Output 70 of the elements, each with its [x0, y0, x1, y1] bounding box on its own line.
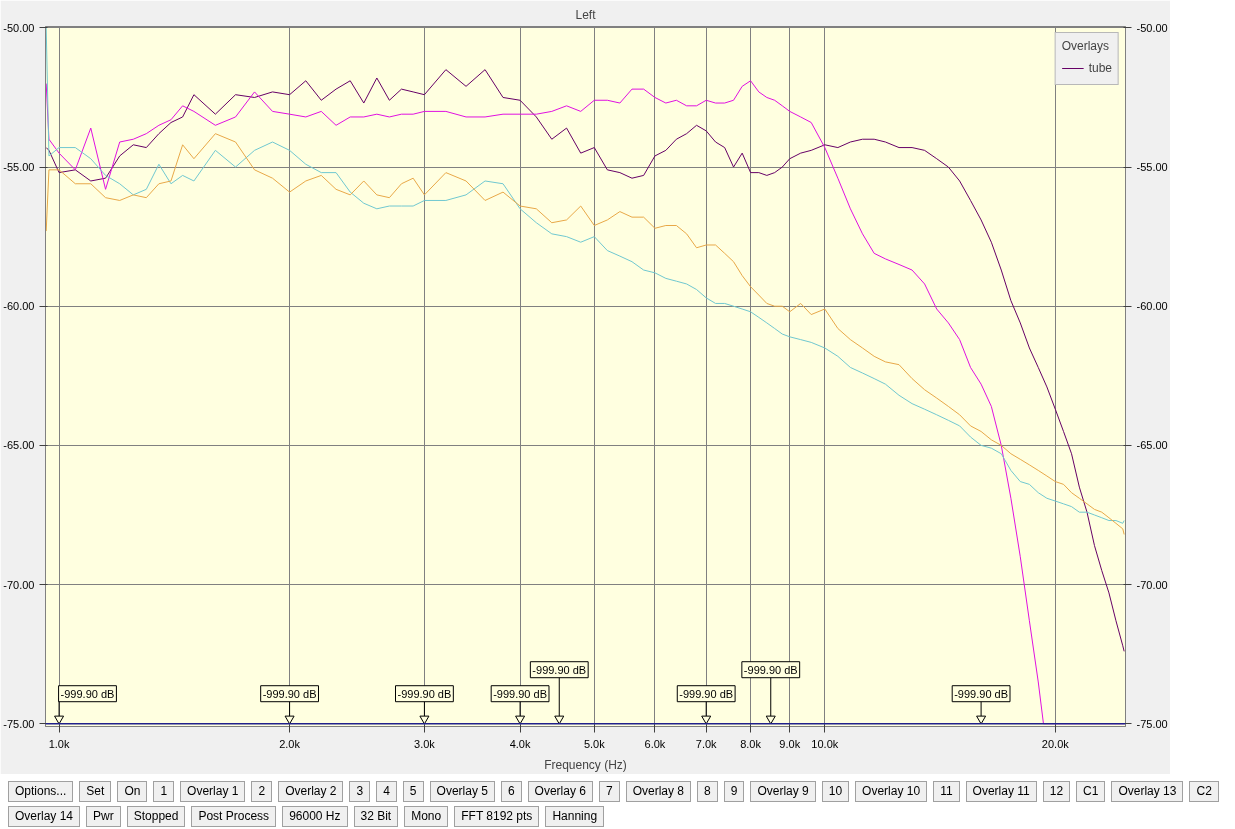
text: Set — [79, 781, 112, 803]
annotation: -999.90 dB — [397, 687, 452, 700]
text: 6 — [500, 781, 522, 803]
text: Overlay 13 — [1111, 781, 1184, 803]
y-tick-label: -50.00 — [3, 21, 35, 34]
chart-title: Left — [575, 7, 597, 22]
text: 96000 Hz — [282, 806, 348, 828]
annotation: -999.90 dB — [262, 687, 317, 700]
text: 4 — [376, 781, 397, 803]
text: FFT 8192 pts — [454, 806, 540, 828]
text: Pwr — [86, 806, 121, 828]
text: Overlay 5 — [429, 781, 495, 803]
x-tick-label: 5.0k — [583, 737, 606, 750]
text: 10 — [821, 781, 850, 803]
y2-tick-label: -60.00 — [1136, 300, 1168, 313]
text: Hanning — [545, 806, 605, 828]
text: Overlay 14 — [8, 806, 81, 828]
text: C1 — [1076, 781, 1106, 803]
y2-tick-label: -65.00 — [1136, 439, 1168, 452]
text: 32 Bit — [353, 806, 399, 828]
annotation: -999.90 dB — [493, 687, 548, 700]
text: Overlay 6 — [527, 781, 593, 803]
text: 1 — [153, 781, 175, 803]
annotation: -999.90 dB — [743, 663, 798, 676]
text: 7 — [598, 781, 620, 803]
y-tick-label: -70.00 — [3, 578, 35, 591]
x-tick-label: 8.0k — [740, 737, 762, 750]
text: Overlay 11 — [965, 781, 1037, 803]
text: 8 — [697, 781, 718, 803]
text: Post Process — [191, 806, 277, 828]
text: Stopped — [126, 806, 186, 828]
x-tick-label: 9.0k — [779, 737, 801, 750]
text: Overlay 1 — [180, 781, 246, 803]
x-tick-label: 10.0k — [811, 737, 839, 750]
text: 9 — [723, 781, 745, 803]
text: 11 — [933, 781, 960, 803]
text: Overlay 8 — [625, 781, 691, 803]
annotation: -999.90 dB — [60, 687, 115, 700]
x-tick-label: 2.0k — [279, 737, 301, 750]
annotation: -999.90 dB — [954, 687, 1009, 700]
text: 2 — [251, 781, 273, 803]
annotation: -999.90 dB — [679, 687, 734, 700]
y2-tick-label: -70.00 — [1136, 578, 1168, 591]
x-tick-label: 20.0k — [1041, 737, 1070, 750]
text: Mono — [404, 806, 449, 828]
y-tick-label: -60.00 — [3, 300, 35, 313]
text: Overlay 10 — [855, 781, 928, 803]
y2-tick-label: -75.00 — [1136, 717, 1168, 730]
legend-title: Overlays — [1061, 39, 1110, 53]
text: 3 — [349, 781, 371, 803]
text: 12 — [1042, 781, 1071, 803]
y2-tick-label: -50.00 — [1136, 21, 1168, 34]
y-tick-label: -55.00 — [3, 161, 35, 174]
text: Overlay 2 — [278, 781, 344, 803]
x-tick-label: 7.0k — [695, 737, 718, 750]
x-tick-label: 4.0k — [509, 737, 531, 750]
x-axis-title: Frequency (Hz) — [544, 757, 627, 772]
y-tick-label: -75.00 — [3, 717, 35, 730]
text: C2 — [1189, 781, 1219, 803]
annotation: -999.90 dB — [532, 663, 587, 676]
text: On — [117, 781, 148, 803]
x-tick-label: 3.0k — [414, 737, 436, 750]
y-tick-label: -65.00 — [3, 439, 35, 452]
legend-label: tube — [1088, 61, 1112, 75]
x-tick-label: 6.0k — [644, 737, 666, 750]
y2-tick-label: -55.00 — [1136, 161, 1168, 174]
text: Overlay 9 — [750, 781, 816, 803]
x-tick-label: 1.0k — [48, 737, 70, 750]
text: Options... — [8, 781, 74, 803]
text: 5 — [402, 781, 424, 803]
